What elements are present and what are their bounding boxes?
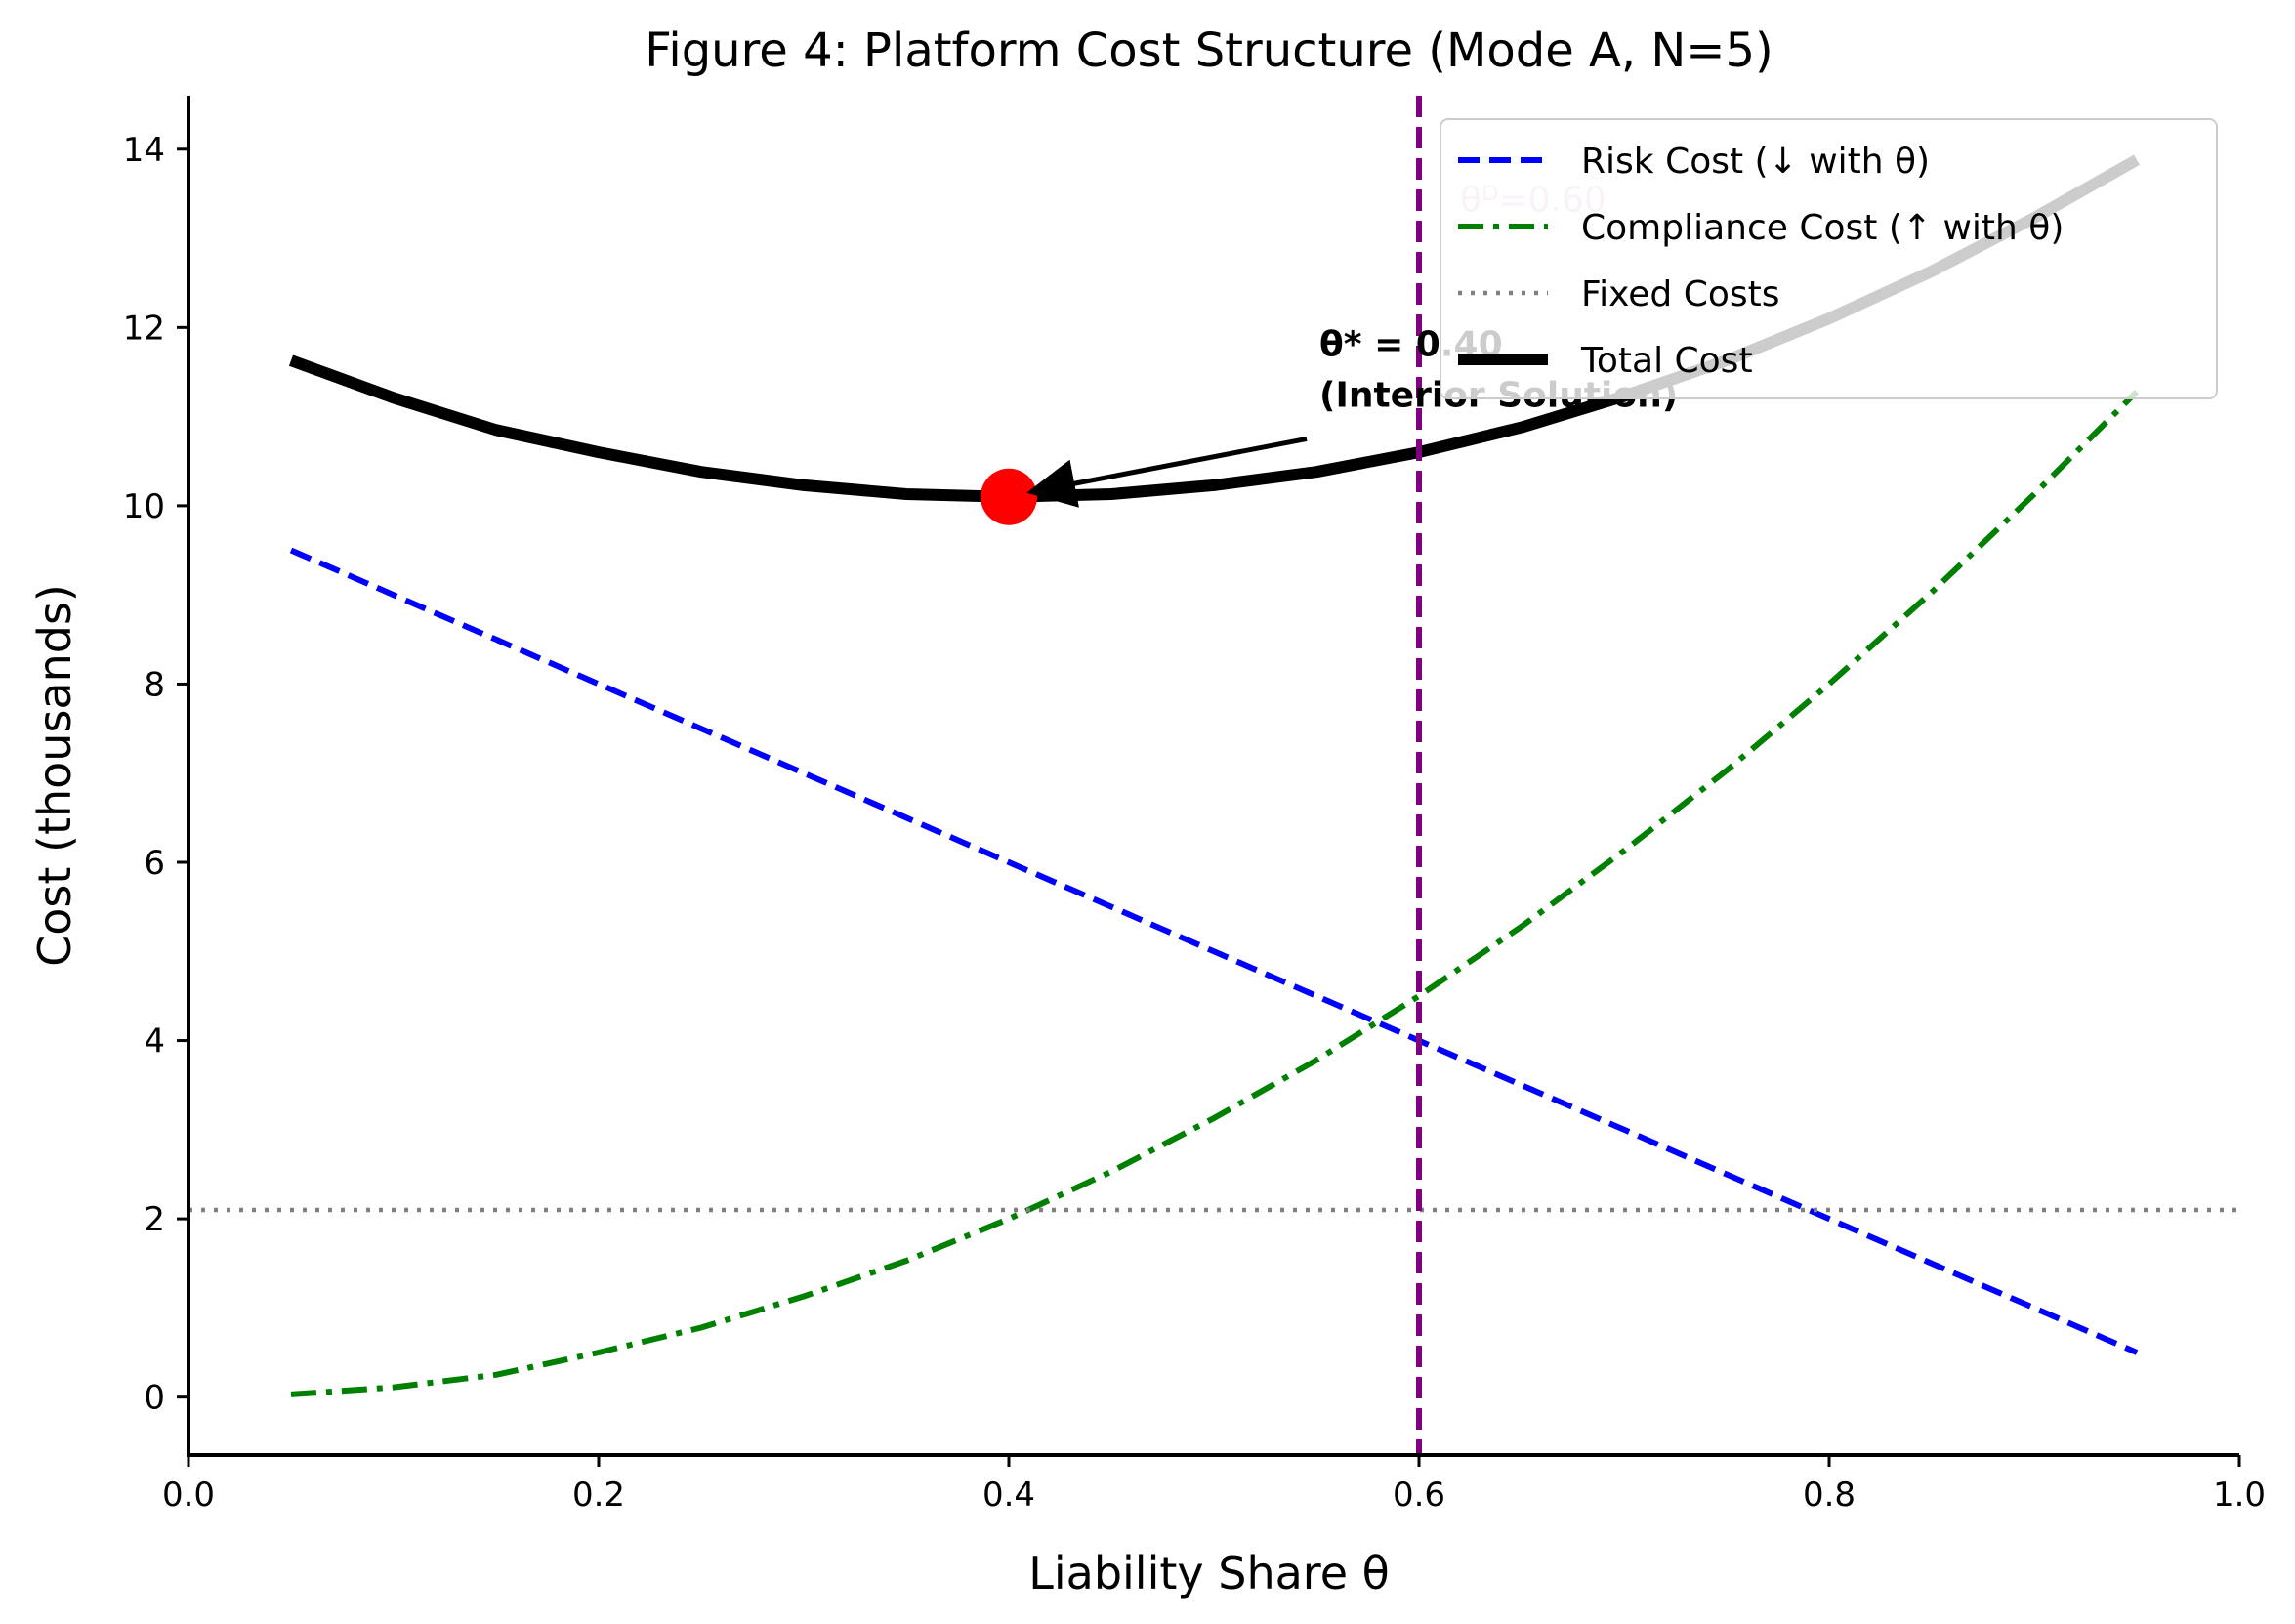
optimum-point [981, 468, 1037, 525]
legend-label: Risk Cost (↓ with θ) [1581, 142, 1930, 182]
y-tick-label: 14 [123, 131, 165, 170]
legend-label: Compliance Cost (↑ with θ) [1581, 208, 2064, 248]
y-tick-label: 12 [123, 309, 165, 348]
y-tick-label: 6 [144, 844, 165, 883]
x-tick-label: 0.6 [1393, 1476, 1445, 1515]
legend-label: Fixed Costs [1581, 274, 1780, 314]
x-tick-label: 0.0 [162, 1476, 215, 1515]
y-tick-label: 2 [144, 1200, 165, 1239]
y-tick-label: 10 [123, 487, 165, 526]
x-axis-label: Liability Share θ [1028, 1547, 1390, 1600]
x-tick-label: 1.0 [2213, 1476, 2266, 1515]
x-tick-label: 0.8 [1803, 1476, 1856, 1515]
legend-label: Total Cost [1580, 341, 1753, 381]
risk-cost-with-line [289, 547, 2139, 1355]
y-axis-label: Cost (thousands) [28, 584, 81, 967]
compliance-cost-with-line [290, 389, 2140, 1397]
y-tick-label: 8 [144, 665, 165, 704]
axes: 0.0 0.2 0.4 0.6 0.8 1.0 0 2 4 6 8 10 12 14 [123, 96, 2266, 1515]
chart-title: Figure 4: Platform Cost Structure (Mode … [645, 23, 1773, 78]
x-tick-label: 0.4 [982, 1476, 1035, 1515]
y-tick-label: 0 [144, 1379, 165, 1418]
legend-box [1440, 118, 2218, 399]
x-tick-label: 0.2 [572, 1476, 625, 1515]
optimum-annotation-arrow [1026, 436, 1308, 508]
legend: Risk Cost (↓ with θ) Compliance Cost (↑ w… [1440, 118, 2218, 399]
y-tick-label: 4 [144, 1022, 165, 1062]
